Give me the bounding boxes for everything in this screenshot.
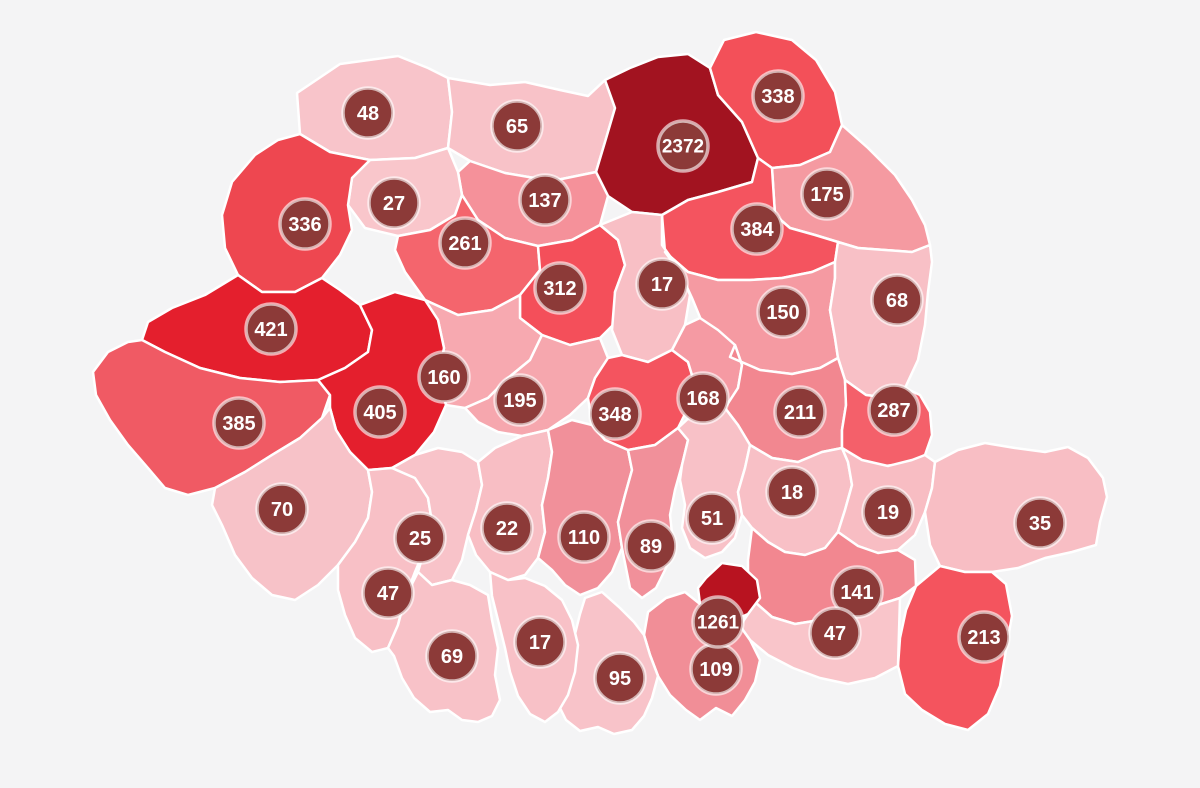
badge-botosani[interactable]: 338 [751, 69, 805, 123]
badge-circle-mehedinti [361, 566, 415, 620]
badge-circle-calarasi [808, 606, 862, 660]
badge-circle-covasna [676, 371, 730, 425]
badge-circle-vrancea [773, 385, 827, 439]
badge-harghita[interactable]: 17 [635, 257, 689, 311]
badge-covasna[interactable]: 168 [676, 371, 730, 425]
badge-circle-giurgiu [689, 642, 743, 696]
badge-circle-vaslui [870, 273, 924, 327]
badge-circle-bistrita-nasaud [518, 173, 572, 227]
badge-bucharest-ilfov[interactable]: 1261 [691, 595, 745, 649]
badge-circle-salaj [367, 176, 421, 230]
badge-circle-prahova [685, 491, 739, 545]
badge-circle-braila [861, 485, 915, 539]
badge-circle-bacau [756, 285, 810, 339]
badge-circle-harghita [635, 257, 689, 311]
badge-circle-dambovita [624, 519, 678, 573]
badge-mures[interactable]: 312 [533, 261, 587, 315]
badge-circle-maramures [490, 99, 544, 153]
badge-circle-sibiu [493, 373, 547, 427]
badge-neamt[interactable]: 384 [730, 202, 784, 256]
badge-satu-mare[interactable]: 48 [341, 86, 395, 140]
badge-olt[interactable]: 17 [513, 615, 567, 669]
badge-prahova[interactable]: 51 [685, 491, 739, 545]
badge-teleorman[interactable]: 95 [593, 651, 647, 705]
badge-calarasi[interactable]: 47 [808, 606, 862, 660]
badge-hunedoara[interactable]: 405 [353, 385, 407, 439]
badge-suceava[interactable]: 2372 [656, 119, 710, 173]
badge-circle-neamt [730, 202, 784, 256]
badge-mehedinti[interactable]: 47 [361, 566, 415, 620]
badge-constanta[interactable]: 213 [957, 610, 1011, 664]
badge-circle-arad [244, 302, 298, 356]
badge-circle-brasov [588, 387, 642, 441]
badge-circle-suceava [656, 119, 710, 173]
badge-cluj[interactable]: 261 [438, 216, 492, 270]
badge-arges[interactable]: 110 [557, 510, 611, 564]
badge-circle-satu-mare [341, 86, 395, 140]
badge-arad[interactable]: 421 [244, 302, 298, 356]
badge-dolj[interactable]: 69 [425, 629, 479, 683]
badge-giurgiu[interactable]: 109 [689, 642, 743, 696]
badge-circle-bucharest-ilfov [691, 595, 745, 649]
badge-sibiu[interactable]: 195 [493, 373, 547, 427]
badge-circle-tulcea [1013, 496, 1067, 550]
badge-gorj[interactable]: 25 [393, 511, 447, 565]
badge-timis[interactable]: 385 [212, 396, 266, 450]
county-shapes-layer [91, 30, 1109, 736]
badge-circle-iasi [800, 167, 854, 221]
badge-alba[interactable]: 160 [417, 350, 471, 404]
badge-brasov[interactable]: 348 [588, 387, 642, 441]
badge-buzau[interactable]: 18 [765, 465, 819, 519]
badge-circle-cluj [438, 216, 492, 270]
badge-tulcea[interactable]: 35 [1013, 496, 1067, 550]
badge-galati[interactable]: 287 [867, 383, 921, 437]
badge-circle-mures [533, 261, 587, 315]
badge-circle-arges [557, 510, 611, 564]
badge-vrancea[interactable]: 211 [773, 385, 827, 439]
badge-circle-olt [513, 615, 567, 669]
badge-maramures[interactable]: 65 [490, 99, 544, 153]
badge-salaj[interactable]: 27 [367, 176, 421, 230]
badge-circle-timis [212, 396, 266, 450]
badge-vaslui[interactable]: 68 [870, 273, 924, 327]
badge-iasi[interactable]: 175 [800, 167, 854, 221]
badge-circle-dolj [425, 629, 479, 683]
badge-bistrita-nasaud[interactable]: 137 [518, 173, 572, 227]
badge-circle-ialomita [830, 565, 884, 619]
badge-circle-galati [867, 383, 921, 437]
badge-bihor[interactable]: 336 [278, 197, 332, 251]
region-arges[interactable] [536, 418, 634, 597]
badge-valcea[interactable]: 22 [480, 501, 534, 555]
badge-circle-alba [417, 350, 471, 404]
badge-circle-bihor [278, 197, 332, 251]
badge-bacau[interactable]: 150 [756, 285, 810, 339]
badge-circle-hunedoara [353, 385, 407, 439]
badge-circle-caras-severin [255, 482, 309, 536]
badge-dambovita[interactable]: 89 [624, 519, 678, 573]
region-constanta[interactable] [896, 564, 1014, 732]
badge-caras-severin[interactable]: 70 [255, 482, 309, 536]
badge-circle-botosani [751, 69, 805, 123]
badge-circle-constanta [957, 610, 1011, 664]
badge-circle-gorj [393, 511, 447, 565]
region-tulcea[interactable] [923, 441, 1109, 574]
badge-circle-buzau [765, 465, 819, 519]
badge-braila[interactable]: 19 [861, 485, 915, 539]
badge-circle-valcea [480, 501, 534, 555]
badge-circle-teleorman [593, 651, 647, 705]
